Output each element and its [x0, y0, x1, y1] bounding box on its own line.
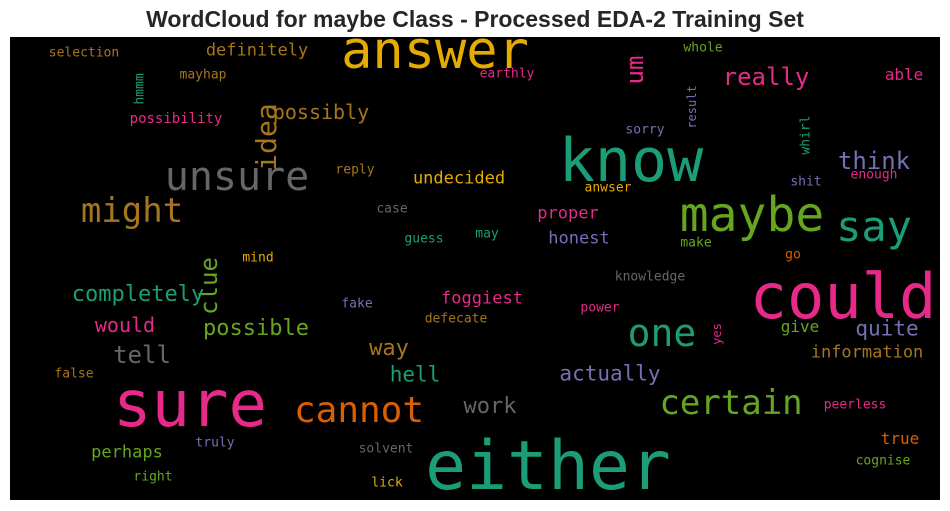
word-work: work [463, 394, 517, 419]
word-right: right [133, 469, 173, 485]
word-hmmm: hmmm [132, 73, 148, 105]
word-mayhap: mayhap [179, 67, 227, 83]
word-know: know [558, 126, 704, 196]
word-whole: whole [683, 40, 723, 56]
word-would: would [94, 313, 156, 337]
word-lick: lick [371, 475, 403, 491]
word-peerless: peerless [823, 397, 887, 413]
word-say: say [836, 202, 912, 251]
word-definitely: definitely [205, 40, 309, 61]
word-hell: hell [389, 362, 441, 387]
word-case: case [376, 201, 408, 217]
word-reply: reply [335, 162, 375, 178]
word-answer: answer [341, 37, 529, 81]
word-certain: certain [659, 383, 803, 423]
word-quite: quite [855, 316, 919, 341]
word-proper: proper [537, 203, 599, 224]
word-power: power [580, 300, 620, 316]
word-defecate: defecate [424, 311, 488, 327]
word-yes: yes [710, 323, 724, 345]
word-whirl: whirl [798, 115, 814, 155]
word-um: um [621, 55, 649, 85]
word-maybe: maybe [679, 187, 825, 243]
word-one: one [627, 311, 697, 355]
word-able: able [884, 65, 924, 84]
word-earthly: earthly [479, 66, 535, 82]
word-shit: shit [790, 174, 822, 190]
word-information: information [810, 342, 924, 363]
word-perhaps: perhaps [91, 442, 163, 463]
word-make: make [680, 235, 712, 251]
word-possibility: possibility [129, 111, 223, 127]
word-really: really [722, 63, 810, 91]
word-true: true [880, 429, 920, 448]
word-fake: fake [341, 296, 373, 312]
word-could: could [749, 260, 937, 333]
word-enough: enough [850, 167, 898, 183]
word-false: false [54, 366, 94, 382]
word-might: might [80, 191, 184, 231]
word-anwser: anwser [584, 180, 632, 196]
word-possibly: possibly [272, 100, 370, 124]
word-give: give [780, 317, 820, 336]
word-knowledge: knowledge [614, 269, 686, 285]
word-solvent: solvent [358, 441, 414, 457]
word-honest: honest [548, 228, 610, 249]
word-cognise: cognise [855, 453, 911, 469]
word-undecided: undecided [412, 168, 506, 189]
wordcloud-canvas: answer know could sure either maybe unsure say c… [10, 37, 940, 500]
word-cannot: cannot [293, 390, 425, 431]
word-truly: truly [195, 435, 235, 451]
word-may: may [475, 226, 499, 242]
word-possible: possible [203, 316, 309, 341]
word-completely: completely [71, 282, 205, 307]
word-mind: mind [242, 250, 274, 266]
word-think: think [837, 147, 911, 175]
word-actually: actually [559, 361, 661, 386]
word-go: go [785, 247, 801, 263]
word-tell: tell [113, 341, 171, 369]
word-foggiest: foggiest [441, 288, 523, 309]
word-either: either [425, 427, 671, 501]
word-unsure: unsure [164, 154, 310, 200]
word-result: result [685, 85, 699, 129]
word-way: way [369, 336, 409, 361]
word-selection: selection [48, 45, 120, 61]
word-guess: guess [404, 231, 444, 247]
word-sure: sure [112, 368, 268, 442]
chart-title: WordCloud for maybe Class - Processed ED… [146, 6, 804, 32]
word-sorry: sorry [625, 122, 665, 138]
